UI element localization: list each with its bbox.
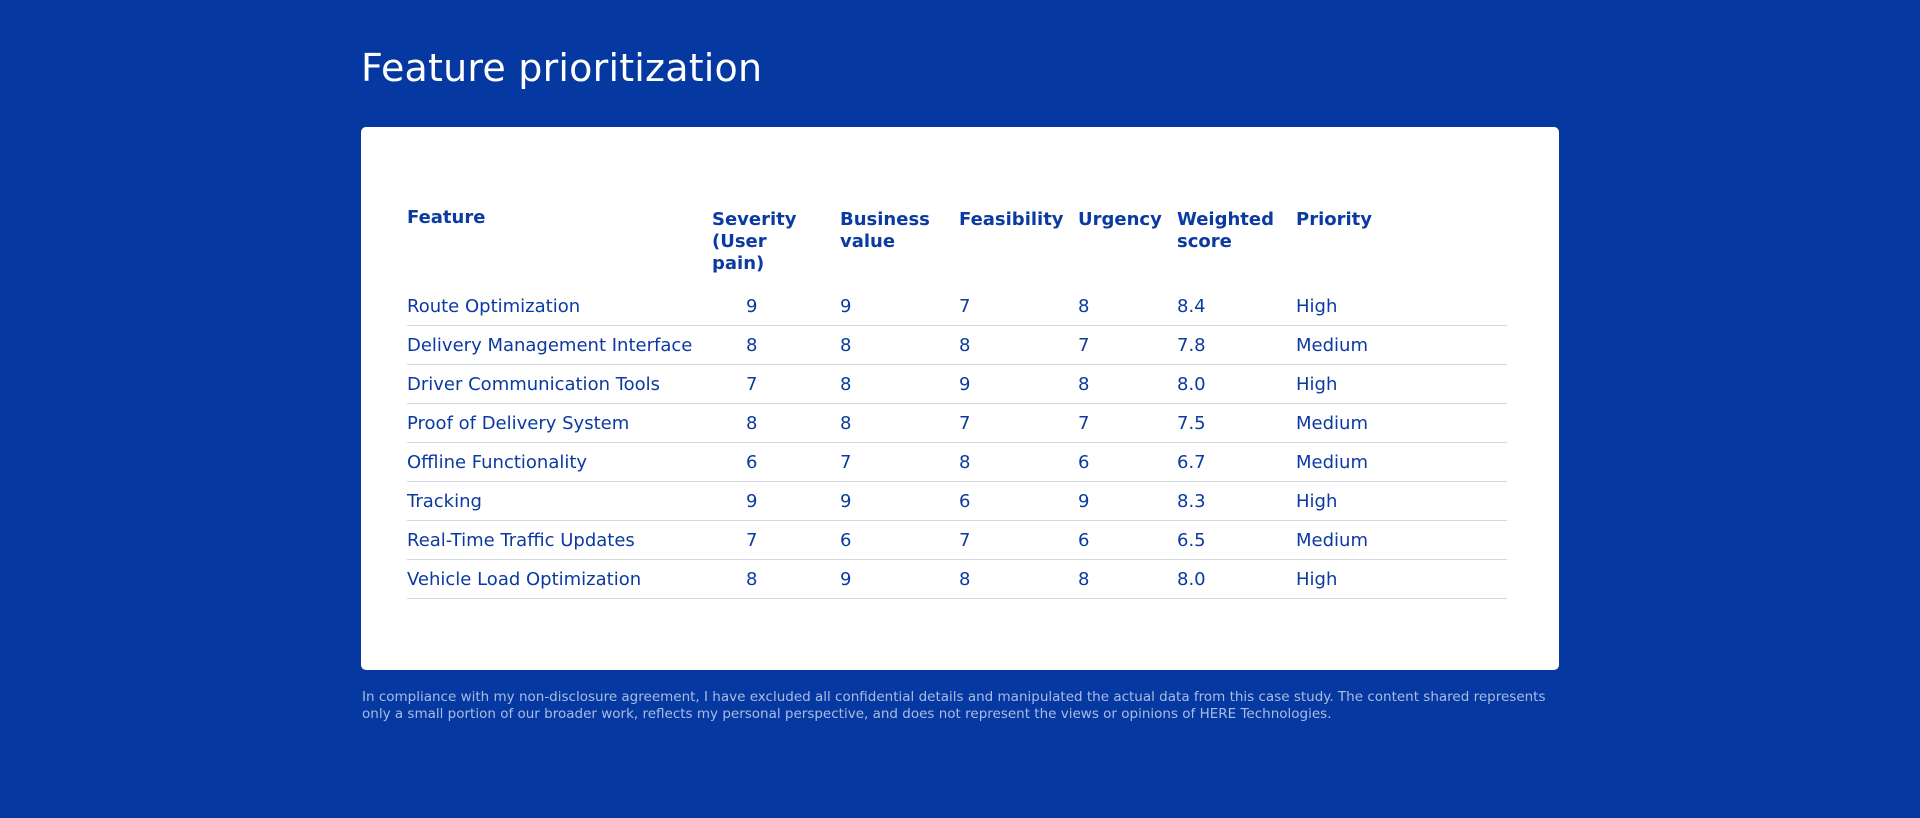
header-business-value: Business value [840,207,959,287]
cell-priority: High [1296,481,1507,521]
page-title: Feature prioritization [361,46,763,90]
table-row: Driver Communication Tools 7 8 9 8 8.0 High [407,364,1507,404]
cell-urgency: 9 [1078,481,1177,521]
table-row: Real-Time Traffic Updates 7 6 7 6 6.5 Medium [407,520,1507,560]
cell-business: 8 [840,325,959,365]
cell-urgency: 8 [1078,364,1177,404]
cell-weighted: 8.3 [1177,481,1296,521]
header-feasibility: Feasibility [959,209,1064,230]
header-weighted-label: Weighted score [1177,209,1274,252]
cell-feature: Proof of Delivery System [407,403,712,443]
cell-business: 8 [840,364,959,404]
header-row: Feature Severity (User pain) Business va… [407,207,1507,287]
cell-urgency: 7 [1078,403,1177,443]
prioritization-table: Feature Severity (User pain) Business va… [407,207,1507,599]
cell-business: 7 [840,442,959,482]
header-priority: Priority [1296,209,1372,230]
cell-urgency: 6 [1078,520,1177,560]
cell-weighted: 7.5 [1177,403,1296,443]
table-row: Tracking 9 9 6 9 8.3 High [407,481,1507,521]
header-severity-label: Severity (User pain) [712,209,797,274]
cell-severity: 6 [712,442,840,482]
nda-disclaimer: In compliance with my non-disclosure agr… [362,689,1546,722]
cell-business: 9 [840,559,959,599]
cell-weighted: 8.0 [1177,364,1296,404]
cell-severity: 7 [712,520,840,560]
header-business-label: Business value [840,209,930,252]
cell-weighted: 7.8 [1177,325,1296,365]
cell-priority: High [1296,364,1507,404]
table-header: Feature Severity (User pain) Business va… [407,207,1507,287]
cell-urgency: 6 [1078,442,1177,482]
cell-feasibility: 7 [959,520,1078,560]
cell-severity: 9 [712,287,840,326]
cell-weighted: 8.4 [1177,287,1296,326]
cell-business: 6 [840,520,959,560]
cell-feasibility: 7 [959,287,1078,326]
cell-feature: Route Optimization [407,287,712,326]
cell-feature: Offline Functionality [407,442,712,482]
cell-business: 8 [840,403,959,443]
table-row: Delivery Management Interface 8 8 8 7 7.8 Medi… [407,325,1507,365]
cell-business: 9 [840,287,959,326]
table-row: Offline Functionality 6 7 8 6 6.7 Medium [407,442,1507,482]
header-severity: Severity (User pain) [712,207,840,287]
cell-feasibility: 8 [959,559,1078,599]
cell-weighted: 6.7 [1177,442,1296,482]
header-weighted-score: Weighted score [1177,207,1296,287]
header-urgency: Urgency [1078,209,1162,230]
cell-feature: Vehicle Load Optimization [407,559,712,599]
cell-feasibility: 7 [959,403,1078,443]
header-feature: Feature [407,207,486,228]
cell-business: 9 [840,481,959,521]
cell-feasibility: 9 [959,364,1078,404]
cell-weighted: 6.5 [1177,520,1296,560]
cell-feasibility: 8 [959,442,1078,482]
cell-priority: High [1296,287,1507,326]
cell-feasibility: 8 [959,325,1078,365]
cell-feature: Real-Time Traffic Updates [407,520,712,560]
cell-feature: Delivery Management Interface [407,325,712,365]
table-row: Vehicle Load Optimization 8 9 8 8 8.0 High [407,559,1507,599]
cell-feature: Tracking [407,481,712,521]
cell-severity: 8 [712,403,840,443]
cell-severity: 7 [712,364,840,404]
cell-priority: Medium [1296,520,1507,560]
cell-severity: 9 [712,481,840,521]
cell-priority: High [1296,559,1507,599]
cell-priority: Medium [1296,403,1507,443]
table-body: Route Optimization 9 9 7 8 8.4 High Delivery Ma… [407,287,1507,599]
cell-urgency: 8 [1078,287,1177,326]
cell-urgency: 8 [1078,559,1177,599]
cell-weighted: 8.0 [1177,559,1296,599]
cell-priority: Medium [1296,325,1507,365]
cell-severity: 8 [712,325,840,365]
cell-feature: Driver Communication Tools [407,364,712,404]
cell-severity: 8 [712,559,840,599]
table-row: Route Optimization 9 9 7 8 8.4 High [407,287,1507,326]
cell-priority: Medium [1296,442,1507,482]
prioritization-card: Feature Severity (User pain) Business va… [361,127,1559,670]
cell-feasibility: 6 [959,481,1078,521]
cell-urgency: 7 [1078,325,1177,365]
table-row: Proof of Delivery System 8 8 7 7 7.5 Medium [407,403,1507,443]
